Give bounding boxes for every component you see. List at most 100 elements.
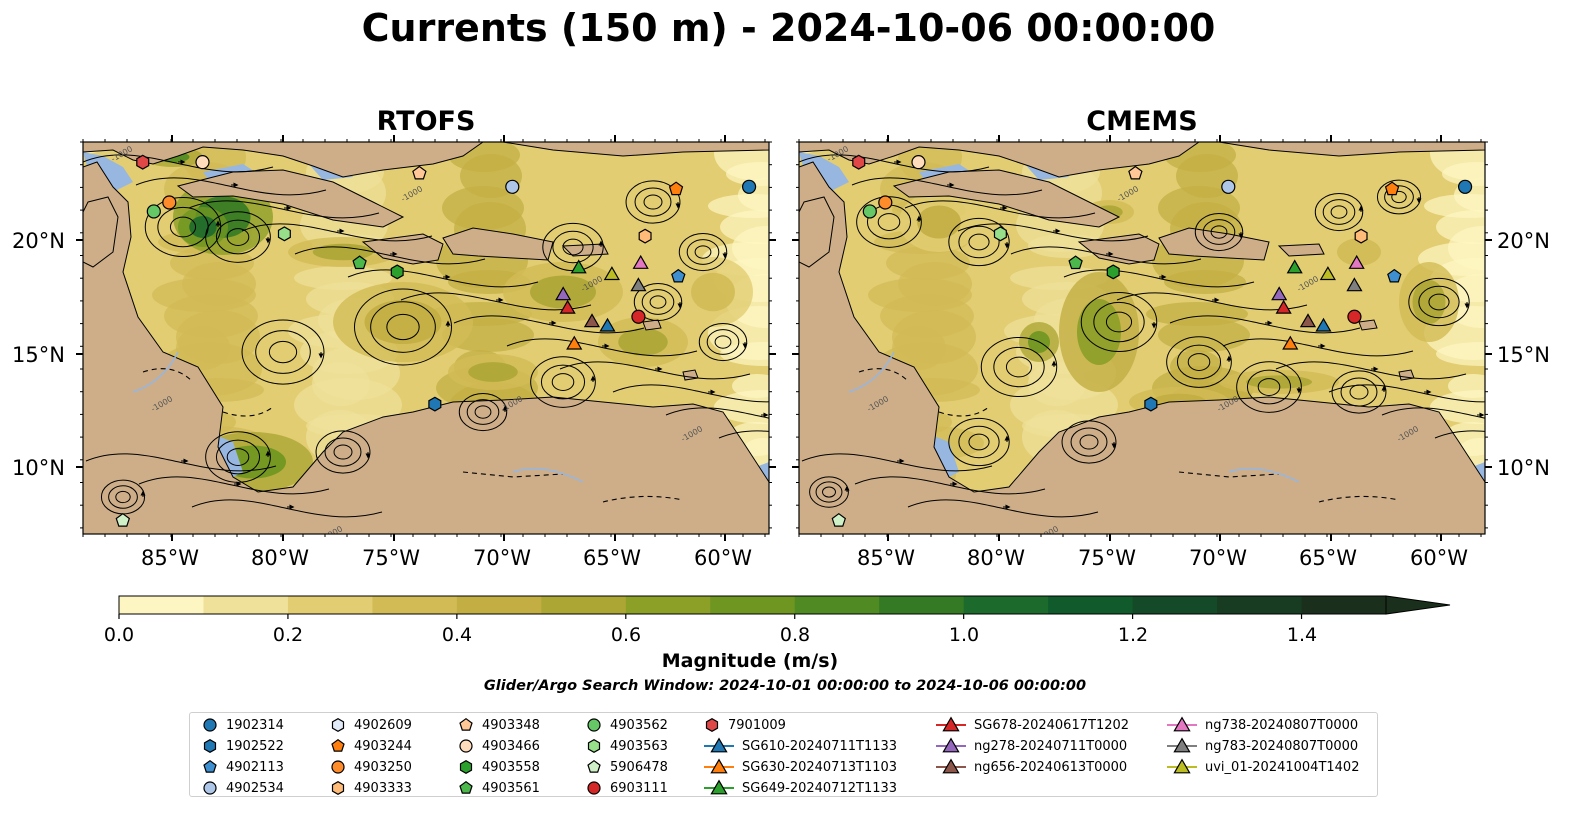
- legend-marker-icon: [331, 718, 345, 732]
- platform-marker-4903558: [390, 264, 404, 280]
- legend-item: 5906478: [586, 757, 668, 777]
- streamline: [1257, 378, 1281, 396]
- legend-item: 1902522: [202, 736, 284, 756]
- colorbar-tick-2: 0.4: [441, 624, 473, 646]
- colorbar-segment: [203, 596, 289, 614]
- streamline: [877, 213, 901, 231]
- streamline: [968, 433, 990, 451]
- colorbar-tick-4: 0.8: [779, 624, 811, 646]
- lon-label-60w-left: 60°W: [694, 546, 752, 570]
- streamline: [138, 476, 330, 495]
- streamline: [135, 177, 327, 196]
- streamline: [215, 439, 261, 475]
- streamline: [540, 364, 586, 400]
- streamline: [268, 340, 298, 364]
- legend-marker-icon: [587, 718, 601, 732]
- streamline: [562, 238, 584, 256]
- legend-triangle-icon: [710, 737, 728, 753]
- platform-marker-1902314: [1457, 179, 1473, 194]
- streamline: [169, 216, 197, 238]
- speed-patch: [868, 278, 972, 312]
- land-area: [1398, 369, 1415, 381]
- speed-patch: [584, 174, 660, 208]
- streamline: [686, 239, 720, 265]
- legend-pentagon-icon: [587, 759, 601, 773]
- platform-marker-5906478: [831, 512, 847, 527]
- legend-label: 4903333: [354, 780, 412, 796]
- legend-label: 6903111: [610, 780, 668, 796]
- streamline: [333, 444, 353, 460]
- legend-label: 4903561: [482, 780, 540, 796]
- platform-marker-4903563: [277, 226, 291, 242]
- isobath-label: -1000: [320, 524, 345, 543]
- legend-hexagon-icon: [331, 718, 345, 732]
- platform-marker-ng656-20240613t0000: [583, 313, 601, 328]
- streamline: [1376, 179, 1422, 215]
- streamline: [1202, 219, 1236, 245]
- streamline: [678, 232, 728, 272]
- platform-marker-ng783-20240807t0000: [630, 277, 647, 292]
- speed-core: [364, 300, 442, 344]
- colorbar-segment: [1132, 596, 1218, 614]
- map-panel-rtofs: -1000-1000-1000-1000-1000-1000 -1000: [83, 142, 769, 543]
- platform-marker-1902522: [428, 396, 442, 412]
- legend-hexagon-icon: [705, 718, 719, 732]
- streamline: [1210, 225, 1228, 239]
- legend-marker-icon: [1167, 758, 1197, 774]
- lon-label-60w-right: 60°W: [1410, 546, 1468, 570]
- legend-marker-icon: [704, 758, 734, 774]
- speed-patch: [886, 246, 970, 280]
- lat-label-15n-left: 15°N: [12, 343, 65, 367]
- legend-hexagon-icon: [587, 739, 601, 753]
- streamline: [968, 233, 990, 251]
- streamline: [1322, 199, 1356, 225]
- streamline: [241, 223, 433, 242]
- legend-circle-icon: [587, 781, 601, 795]
- streamline: [551, 373, 575, 391]
- river-line: [132, 351, 584, 483]
- lon-label-70w-right: 70°W: [1189, 546, 1247, 570]
- streamline: [1093, 301, 1145, 343]
- speed-patch: [1436, 210, 1485, 244]
- colorbar-segment: [794, 596, 880, 614]
- platform-marker-7901009: [852, 154, 866, 170]
- legend-label: uvi_01-20241004T1402: [1205, 759, 1360, 775]
- legend-label: 1902314: [226, 717, 284, 733]
- colorbar-tick-7: 1.4: [1286, 624, 1318, 646]
- streamline: [1236, 361, 1302, 413]
- colorbar-segment: [1301, 596, 1387, 614]
- streamline: [714, 335, 732, 349]
- legend-item: 7901009: [704, 715, 786, 735]
- platform-marker-sg610-20240711t1133: [1315, 317, 1332, 332]
- streamline: [706, 329, 740, 355]
- legend-marker-icon: [587, 759, 601, 773]
- streamline: [552, 230, 594, 264]
- streamline: [241, 319, 325, 385]
- platform-marker-4903562: [862, 204, 877, 219]
- platform-marker-ng738-20240807t0000: [1348, 254, 1365, 269]
- legend-item: 4902113: [202, 757, 284, 777]
- speed-patch: [1158, 186, 1240, 230]
- legend-triangle-icon: [710, 758, 728, 774]
- streamline: [188, 200, 380, 219]
- speed-patch: [312, 362, 370, 406]
- streamline: [809, 476, 849, 508]
- legend-circle-icon: [459, 739, 473, 753]
- streamline: [1005, 356, 1033, 378]
- legend-pentagon-icon: [203, 759, 217, 773]
- streamline: [799, 154, 990, 173]
- platform-marker-ng278-20240711t0000: [555, 286, 572, 301]
- streamline: [1428, 293, 1450, 311]
- streamline: [294, 246, 486, 265]
- legend-marker-icon: [203, 739, 217, 753]
- speed-patch: [1282, 338, 1388, 362]
- streamline: [83, 154, 274, 173]
- speed-patch: [1288, 158, 1374, 182]
- lon-label-80w-right: 80°W: [967, 546, 1025, 570]
- streamline: [1275, 361, 1467, 380]
- streamline: [108, 485, 138, 509]
- legend-item: SG649-20240712T1133: [704, 778, 897, 798]
- streamline: [255, 330, 311, 374]
- streamline: [1194, 212, 1244, 252]
- legend-marker-icon: [331, 738, 345, 752]
